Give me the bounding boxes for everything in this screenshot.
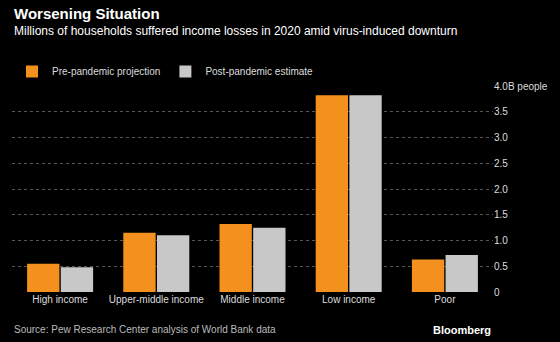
svg-text:Pre-pandemic projection: Pre-pandemic projection <box>52 66 160 77</box>
svg-text:Poor: Poor <box>434 294 456 305</box>
svg-text:Middle income: Middle income <box>220 294 285 305</box>
svg-text:Worsening Situation: Worsening Situation <box>14 5 160 22</box>
svg-text:Millions of households suffere: Millions of households suffered income l… <box>14 24 457 38</box>
svg-text:Bloomberg: Bloomberg <box>433 324 491 336</box>
svg-text:Post-pandemic estimate: Post-pandemic estimate <box>205 66 313 77</box>
svg-text:2.5: 2.5 <box>494 158 508 169</box>
svg-text:1.0: 1.0 <box>494 235 508 246</box>
svg-text:1.5: 1.5 <box>494 209 508 220</box>
svg-text:Low income: Low income <box>322 294 376 305</box>
svg-text:Upper-middle income: Upper-middle income <box>109 294 204 305</box>
svg-text:2.0: 2.0 <box>494 184 508 195</box>
svg-text:0.5: 0.5 <box>494 261 508 272</box>
svg-text:4.0B people: 4.0B people <box>494 81 548 92</box>
svg-text:3.5: 3.5 <box>494 106 508 117</box>
svg-text:Source: Pew Research Center an: Source: Pew Research Center analysis of … <box>14 324 276 335</box>
svg-text:3.0: 3.0 <box>494 132 508 143</box>
svg-text:High income: High income <box>32 294 88 305</box>
svg-text:0: 0 <box>494 287 500 298</box>
